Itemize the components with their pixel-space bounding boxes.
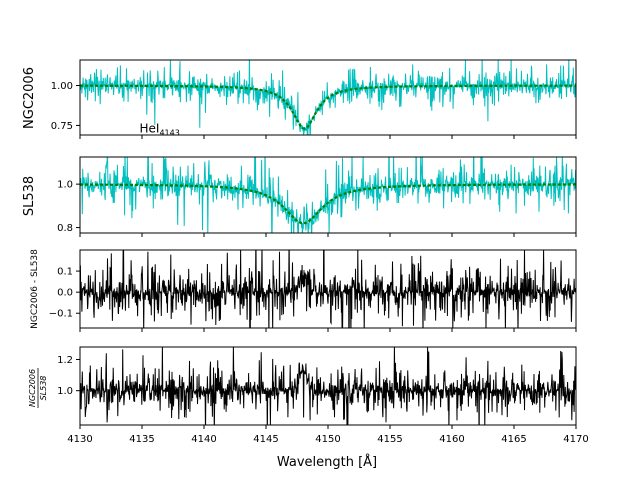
series-ngc2006-observed (80, 60, 576, 135)
panel-ratio: 1.0 1.2 4130 4135 4140 4145 4150 4155 4160 4165 41… (57, 346, 589, 445)
x-axis-label: Wavelength [Å] (277, 454, 377, 470)
panel-sl538: 0.8 1.0 (57, 156, 577, 237)
panel-ratio-ylabel: NGC2006 SL538 (28, 368, 48, 408)
y-tick-label: −0.1 (49, 309, 73, 320)
x-tick-label: 4150 (315, 434, 340, 445)
x-tick-label: 4135 (129, 434, 154, 445)
panel-difference-ylabel: NGC2006 - SL538 (30, 249, 40, 329)
series-sl538-observed (80, 157, 576, 233)
series-difference-difference (80, 250, 576, 328)
panel-sl538-plot-area (80, 157, 576, 233)
panel-ratio-plot-area (80, 347, 576, 425)
x-tick-label: 4165 (501, 434, 526, 445)
x-tick-label: 4130 (67, 434, 92, 445)
panel-ngc2006-plot-area (80, 60, 576, 135)
panel-difference-plot-area (80, 250, 576, 328)
y-tick-label: 0.0 (57, 288, 73, 299)
panel-sl538-ylabel: SL538 (22, 176, 37, 216)
x-tick-label: 4140 (191, 434, 216, 445)
y-tick-label: 1.0 (57, 386, 73, 397)
x-tick-label: 4170 (563, 434, 588, 445)
series-ngc2006-model (80, 84, 576, 130)
ratio-ylabel-denominator: SL538 (39, 376, 48, 401)
series-sl538-model (80, 183, 576, 225)
x-tick-label: 4155 (377, 434, 402, 445)
y-tick-label: 0.8 (57, 223, 73, 234)
panel-difference: −0.1 0.0 0.1 (49, 249, 577, 332)
y-tick-label: 0.75 (51, 121, 73, 132)
series-ratio-ratio (80, 347, 576, 425)
x-tick-label: 4160 (439, 434, 464, 445)
panel-ngc2006-ylabel: NGC2006 (22, 67, 37, 129)
y-tick-label: 1.00 (51, 81, 73, 92)
y-tick-label: 0.1 (57, 267, 73, 278)
y-tick-label: 1.2 (57, 355, 73, 366)
ratio-ylabel-numerator: NGC2006 (28, 369, 37, 407)
x-tick-label: 4145 (253, 434, 278, 445)
y-tick-label: 1.0 (57, 180, 73, 191)
